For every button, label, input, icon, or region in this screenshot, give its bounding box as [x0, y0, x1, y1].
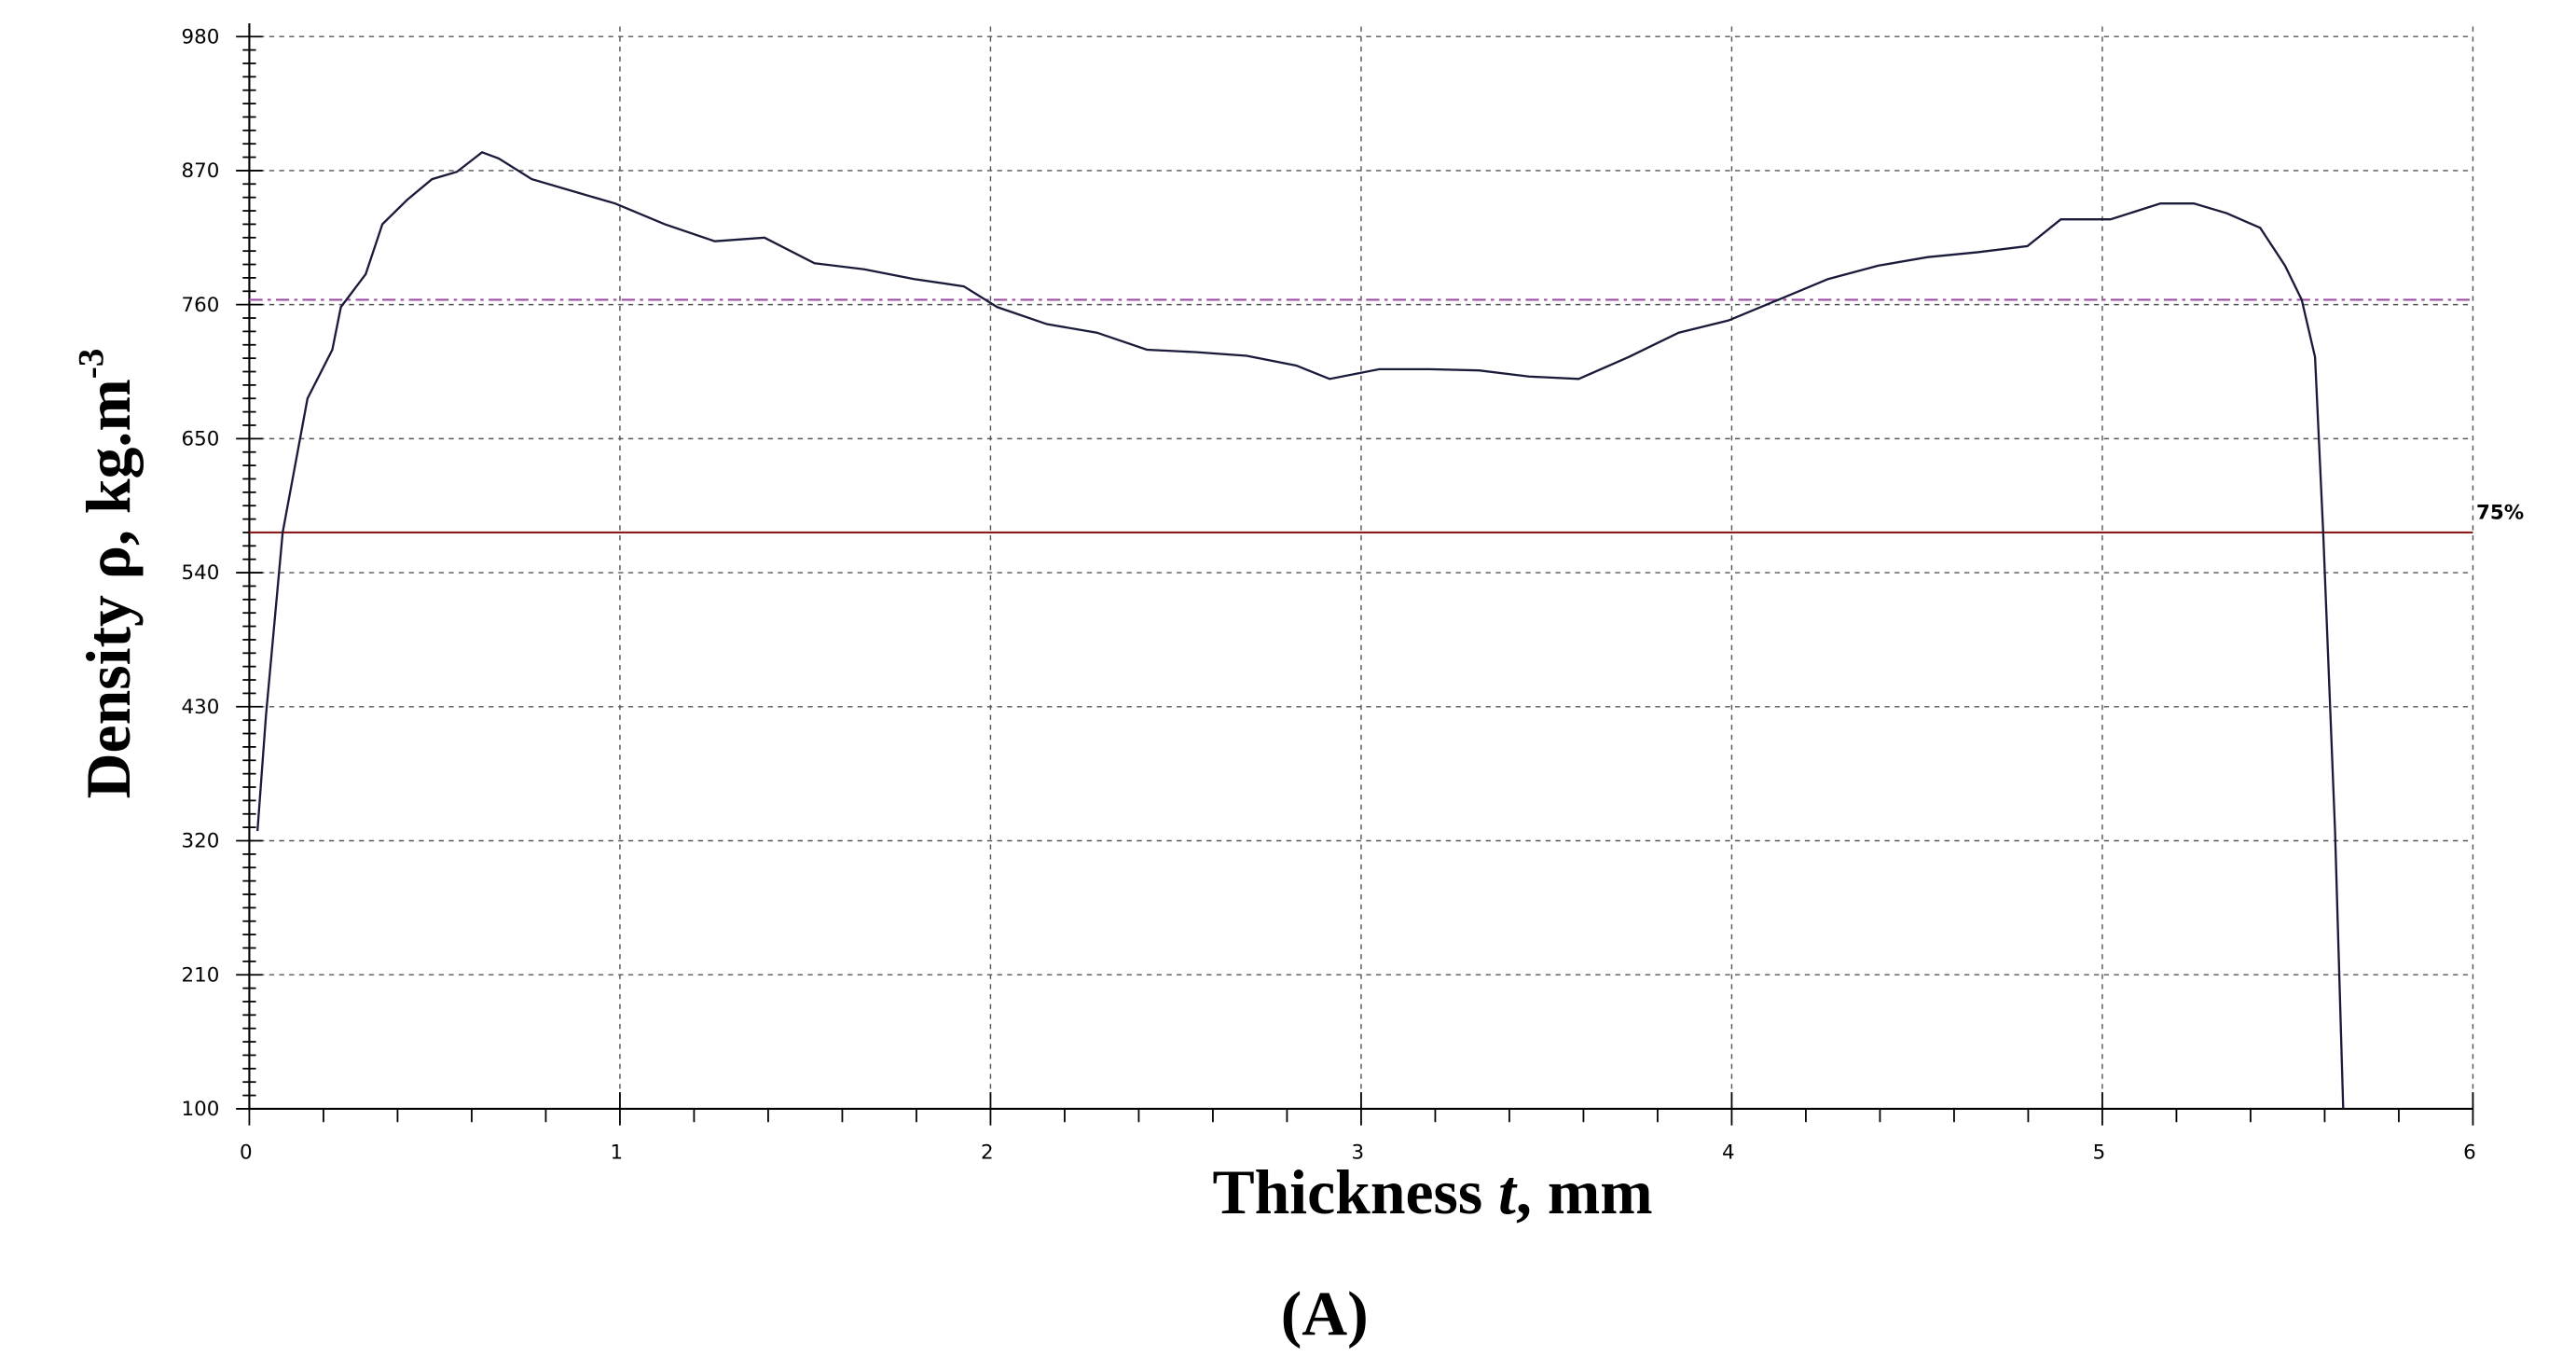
x-axis-label: Thickness t, mm [1212, 1157, 1652, 1227]
x-axis-label-part: Thickness [1212, 1157, 1498, 1227]
x-tick-label: 4 [1722, 1141, 1735, 1164]
x-axis-label-part: t [1498, 1157, 1518, 1227]
y-tick-label: 320 [182, 830, 220, 853]
y-tick-label: 210 [182, 963, 220, 987]
x-tick-label: 5 [2093, 1141, 2106, 1164]
reference-label: 75% [2476, 502, 2524, 525]
y-tick-label: 650 [182, 427, 220, 450]
y-axis-label-part: Density ρ, kg.m [74, 379, 144, 798]
y-tick-label: 540 [182, 561, 220, 585]
x-tick-label: 6 [2463, 1141, 2476, 1164]
x-tick-label: 0 [240, 1141, 253, 1164]
x-tick-label: 2 [981, 1141, 994, 1164]
x-axis-label-part: , mm [1516, 1157, 1653, 1227]
y-axis-label: Density ρ, kg.m-3 [72, 349, 145, 799]
caption: (A) [1281, 1279, 1369, 1349]
y-tick-label: 870 [182, 159, 220, 183]
data-line [256, 151, 2345, 1109]
y-tick-label: 760 [182, 294, 220, 317]
x-tick-label: 1 [611, 1141, 624, 1164]
y-tick-label: 980 [182, 25, 220, 48]
y-tick-label: 100 [182, 1098, 220, 1121]
y-tick-label: 430 [182, 696, 220, 719]
y-axis-label-superscript: -3 [72, 349, 112, 380]
x-tick-label: 3 [1352, 1141, 1365, 1164]
